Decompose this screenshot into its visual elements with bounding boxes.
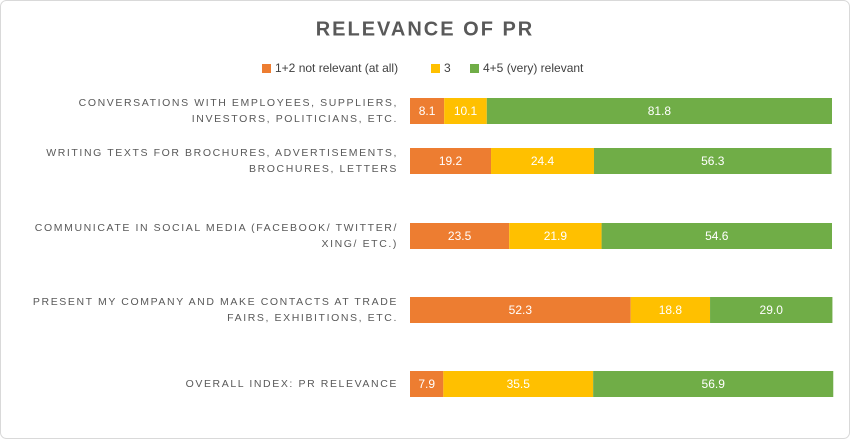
legend-label: 4+5 (very) relevant [483, 61, 584, 75]
legend-swatch [470, 64, 479, 73]
bar-segment [410, 223, 510, 249]
data-label: 52.3 [509, 303, 533, 317]
data-label: 10.1 [454, 104, 478, 118]
data-label: 18.8 [659, 303, 683, 317]
data-label: 7.9 [418, 377, 435, 391]
data-label: 19.2 [439, 154, 463, 168]
category-label: PRESENT MY COMPANY AND MAKE CONTACTS AT … [32, 296, 398, 324]
data-label: 54.6 [705, 229, 729, 243]
bar-segment [630, 297, 711, 323]
bar-segment [410, 371, 444, 397]
legend-label: 3 [444, 61, 451, 75]
category-label: OVERALL INDEX: PR RELEVANCE [185, 378, 398, 390]
bar-segment [410, 98, 445, 124]
legend-swatch [262, 64, 271, 73]
data-label: 56.9 [702, 377, 726, 391]
data-label: 21.9 [544, 229, 568, 243]
data-label: 81.8 [648, 104, 672, 118]
bar-segment [593, 148, 832, 174]
category-label: CONVERSATIONS WITH EMPLOYEES, SUPPLIERS,… [78, 97, 398, 125]
category-label: WRITING TEXTS FOR BROCHURES, ADVERTISEME… [46, 147, 398, 175]
bar-segment [601, 223, 832, 249]
bar-segment [410, 297, 631, 323]
bar-segment [443, 371, 594, 397]
data-label: 56.3 [701, 154, 725, 168]
chart-title: RELEVANCE OF PR [316, 18, 535, 40]
bar-segment [509, 223, 602, 249]
data-label: 23.5 [448, 229, 472, 243]
legend-swatch [431, 64, 440, 73]
bar-segment [710, 297, 833, 323]
bar-segment [491, 148, 594, 174]
bar-segment [410, 148, 492, 174]
category-label: COMMUNICATE IN SOCIAL MEDIA (FACEBOOK/ T… [34, 222, 398, 250]
bar-segment [593, 371, 834, 397]
bar-segment [444, 98, 487, 124]
legend-label: 1+2 not relevant (at all) [275, 61, 398, 75]
data-label: 35.5 [507, 377, 531, 391]
data-label: 8.1 [419, 104, 436, 118]
data-label: 29.0 [760, 303, 784, 317]
data-label: 24.4 [531, 154, 555, 168]
bar-segment [486, 98, 832, 124]
